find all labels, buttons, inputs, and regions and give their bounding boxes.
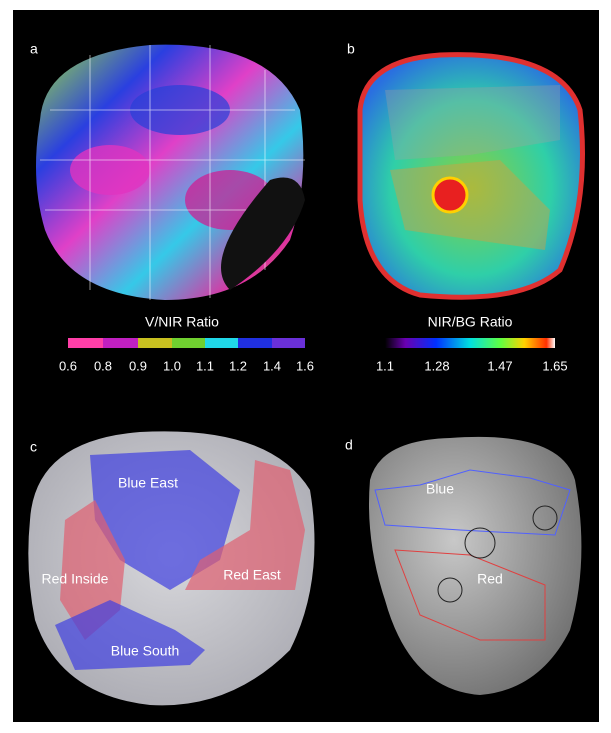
colorbar-segment	[103, 338, 138, 348]
colorbar-segment	[272, 338, 305, 348]
panel-label: c	[30, 439, 37, 455]
colorbar-tick: 0.9	[129, 358, 147, 373]
colorbar-title: V/NIR Ratio	[145, 314, 219, 330]
colorbar-tick: 1.28	[424, 358, 449, 373]
panel-c: c Blue East Red Inside Red East Blue Sou…	[28, 431, 314, 705]
colorbar-tick: 1.65	[542, 358, 567, 373]
region-label: Blue East	[118, 475, 178, 491]
crater	[433, 178, 467, 212]
colorbar-tick: 1.1	[376, 358, 394, 373]
panel-label: a	[30, 41, 38, 57]
colorbar-segment	[172, 338, 205, 348]
region-label: Red Inside	[42, 571, 109, 587]
colorbar-tick: 0.6	[59, 358, 77, 373]
colorbar-tick: 1.0	[163, 358, 181, 373]
colorbar-segment	[205, 338, 238, 348]
colorbar-tick: 0.8	[94, 358, 112, 373]
colorbar-tick: 1.47	[487, 358, 512, 373]
panel-label: b	[347, 41, 355, 57]
panel-label: d	[345, 437, 353, 453]
colorbar-tick: 1.1	[196, 358, 214, 373]
region-label: Blue South	[111, 643, 180, 659]
colorbar-segment	[138, 338, 172, 348]
region-label: Red	[477, 571, 503, 587]
map-patch	[70, 145, 150, 195]
region-label: Blue	[426, 481, 454, 497]
colorbar-segment	[68, 338, 103, 348]
colorbar	[385, 338, 555, 348]
figure: a V/NIR Ratio 0.6 0.8 0.9 1.0 1.1 1.2 1.…	[0, 0, 611, 733]
colorbar-tick: 1.6	[296, 358, 314, 373]
region-label: Red East	[223, 567, 281, 583]
colorbar-tick: 1.4	[263, 358, 281, 373]
colorbar-title: NIR/BG Ratio	[428, 314, 513, 330]
colorbar-tick: 1.2	[229, 358, 247, 373]
colorbar-segment	[238, 338, 272, 348]
